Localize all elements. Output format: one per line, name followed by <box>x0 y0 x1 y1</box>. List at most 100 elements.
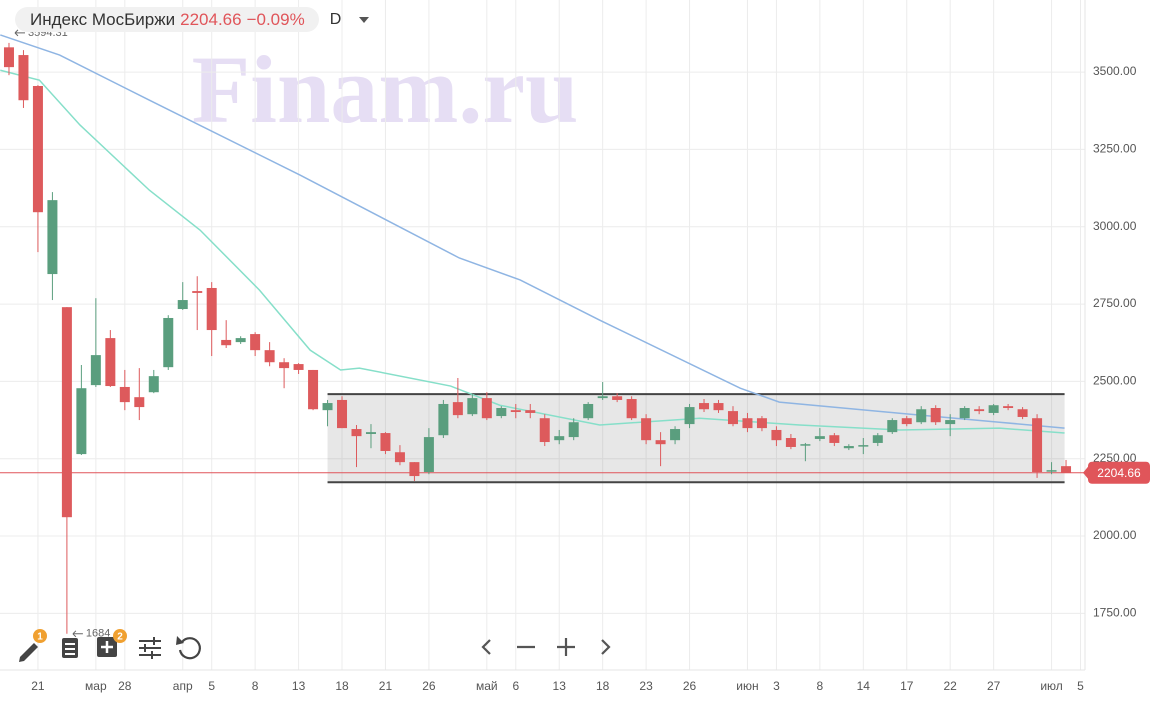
candle-body <box>105 338 116 387</box>
reset-tool[interactable] <box>176 636 201 660</box>
add-indicator-tool[interactable]: 2 <box>97 629 127 657</box>
candle-body <box>206 287 217 331</box>
candle-body <box>3 47 14 68</box>
x-tick-label: 21 <box>31 679 45 693</box>
price: 2204.66 <box>180 9 242 29</box>
x-tick-label: 26 <box>683 679 697 693</box>
x-tick-label: 8 <box>817 679 824 693</box>
candle-body <box>134 397 145 408</box>
candle-body <box>467 398 478 415</box>
candle-body <box>293 364 304 370</box>
candle-body <box>583 403 594 419</box>
x-tick-label: 5 <box>208 679 215 693</box>
navigation <box>481 638 611 656</box>
instrument-pill[interactable]: Индекс МосБиржи 2204.66 −0.09% <box>15 7 319 32</box>
x-tick-label: 14 <box>857 679 871 693</box>
candle-body <box>394 452 405 463</box>
candle-body <box>597 396 608 399</box>
candle-body <box>423 437 434 473</box>
badge: 2 <box>117 632 123 643</box>
price-tag-notch <box>1083 466 1088 479</box>
candle-body <box>858 445 869 447</box>
candle-body <box>539 418 550 443</box>
candle-body <box>713 403 724 411</box>
candle-body <box>684 407 695 425</box>
candle-body <box>568 422 579 438</box>
candle-body <box>308 369 319 410</box>
annotation-label: 1684 <box>86 628 110 640</box>
list-tool[interactable] <box>62 638 78 658</box>
candle-body <box>221 339 232 346</box>
x-tick-label: июн <box>736 679 758 693</box>
candle-body <box>525 410 536 413</box>
candle-body <box>612 396 623 400</box>
candle-body <box>481 398 492 419</box>
candle-body <box>887 420 898 433</box>
candle-body <box>496 408 507 417</box>
instrument-name: Индекс МосБиржи <box>30 9 176 29</box>
x-tick-label: 22 <box>944 679 958 693</box>
candle-body <box>901 418 912 425</box>
x-tick-label: 23 <box>639 679 653 693</box>
zoom-in[interactable] <box>557 638 575 656</box>
timeframe[interactable]: D <box>329 10 342 28</box>
candle-body <box>18 55 29 101</box>
candle-body <box>1003 406 1014 409</box>
range-box <box>327 394 1065 483</box>
y-tick-label: 3000.00 <box>1093 219 1137 233</box>
pencil-tool[interactable]: 1 <box>19 629 47 662</box>
candle-body <box>554 436 565 441</box>
candle-body <box>800 444 811 446</box>
candle-body <box>916 409 927 423</box>
candle-body <box>47 200 58 275</box>
scroll-right[interactable] <box>601 639 611 655</box>
candle-body <box>90 355 101 386</box>
x-tick-label: 13 <box>553 679 567 693</box>
timeframe-dropdown[interactable] <box>359 16 370 23</box>
candle-body <box>250 334 261 351</box>
candle-body <box>641 418 652 441</box>
candle-body <box>351 429 362 437</box>
x-tick-label: 21 <box>379 679 393 693</box>
candle-body <box>438 403 449 436</box>
x-tick-label: 18 <box>335 679 349 693</box>
settings-tool[interactable] <box>139 637 161 659</box>
candle-body <box>163 317 174 368</box>
candle-body <box>974 409 985 412</box>
y-tick-label: 3500.00 <box>1093 64 1137 78</box>
header: Индекс МосБиржи 2204.66 −0.09% D <box>15 7 370 32</box>
x-tick-label: 18 <box>596 679 610 693</box>
candle-body <box>771 429 782 441</box>
y-tick-label: 2500.00 <box>1093 374 1137 388</box>
candle-body <box>785 438 796 447</box>
price-tag-label: 2204.66 <box>1097 466 1141 480</box>
y-tick-label: 2750.00 <box>1093 296 1137 310</box>
candle-body <box>177 300 188 310</box>
candle-body <box>872 435 883 443</box>
candle-body <box>192 291 203 293</box>
y-tick-label: 3250.00 <box>1093 142 1137 156</box>
candle-body <box>322 403 333 411</box>
candle-body <box>279 362 290 369</box>
candle-body <box>264 350 275 363</box>
y-tick-label: 2250.00 <box>1093 451 1137 465</box>
annotation-arrow <box>72 630 83 638</box>
change: −0.09% <box>246 9 305 29</box>
candle-body <box>742 418 753 429</box>
toolbar: 1 2 <box>19 629 201 662</box>
candle-body <box>829 435 840 443</box>
scroll-left[interactable] <box>481 639 491 655</box>
x-tick-label: 6 <box>512 679 519 693</box>
candle-body <box>1032 418 1043 473</box>
x-tick-label: 5 <box>1077 679 1084 693</box>
candle-body <box>76 388 87 455</box>
candle-body <box>959 408 970 419</box>
candle-body <box>843 446 854 449</box>
moving-average <box>0 34 1065 429</box>
candle-body <box>670 429 681 441</box>
candle-body <box>337 399 348 429</box>
candle-body <box>655 440 666 445</box>
